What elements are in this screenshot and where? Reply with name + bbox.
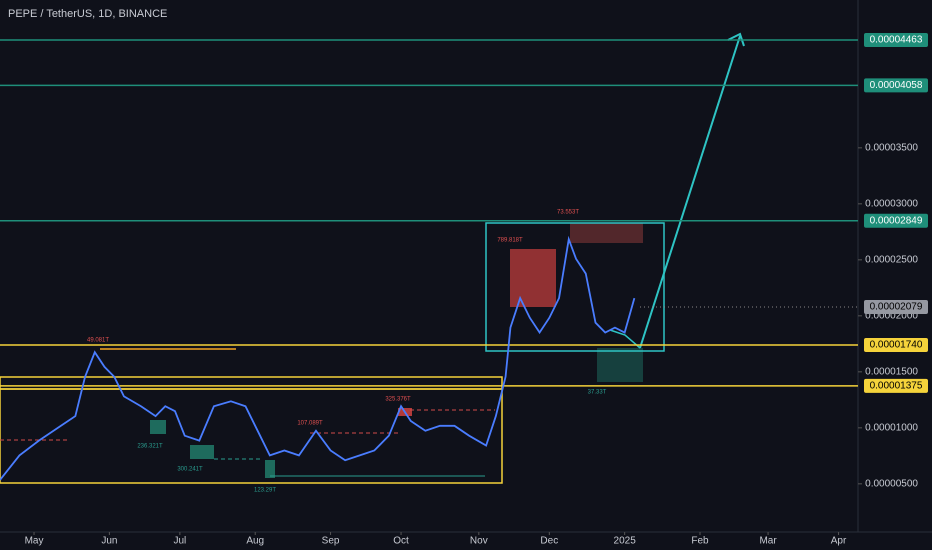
supply-zone — [570, 223, 643, 243]
level-badge — [864, 213, 928, 228]
range-box — [0, 388, 503, 484]
annotation: 49.081T — [87, 338, 109, 344]
consolidation-box — [485, 222, 665, 352]
x-tick-label: Sep — [322, 536, 340, 547]
y-tick-label: 0.00003000 — [865, 198, 918, 209]
y-tick-label: 0.00002500 — [865, 254, 918, 265]
annotation: 123.29T — [254, 488, 276, 494]
level-label: 0.00002849 — [870, 215, 923, 226]
x-tick-label: Jun — [101, 536, 117, 547]
annotation: 107.089T — [297, 421, 323, 427]
annotation: 73.553T — [557, 210, 579, 216]
annotation: 236.321T — [137, 444, 163, 450]
x-tick-label: Oct — [393, 536, 409, 547]
y-tick-label: 0.00002000 — [865, 310, 918, 321]
demand-zone — [265, 460, 275, 478]
projection-path — [609, 329, 641, 349]
x-tick-label: Mar — [759, 536, 777, 547]
projection-arrow — [639, 35, 741, 349]
x-tick-label: 2025 — [614, 536, 637, 547]
x-tick-label: May — [25, 536, 44, 547]
level-label: 0.00004058 — [870, 80, 923, 91]
level-badge — [864, 337, 928, 352]
x-tick-label: Nov — [470, 536, 488, 547]
x-tick-label: Feb — [691, 536, 709, 547]
last-price-label: 0.00002079 — [870, 302, 923, 313]
y-tick-label: 0.00003500 — [865, 142, 918, 153]
chart-title: PEPE / TetherUS, 1D, BINANCE — [8, 8, 167, 20]
demand-zone — [190, 445, 214, 459]
demand-zone — [150, 420, 166, 434]
y-tick-label: 0.00000500 — [865, 478, 918, 489]
last-price-badge — [864, 299, 928, 314]
y-tick-label: 0.00001000 — [865, 422, 918, 433]
y-tick-label: 0.00001500 — [865, 366, 918, 377]
arrow-head — [727, 32, 745, 47]
supply-zone — [510, 249, 556, 307]
level-badge — [864, 78, 928, 93]
level-badge — [864, 32, 928, 47]
x-tick-label: Dec — [540, 536, 558, 547]
level-label: 0.00001375 — [870, 380, 923, 391]
annotation: 300.241T — [177, 467, 203, 473]
annotation: 325.376T — [385, 397, 411, 403]
level-label: 0.00001740 — [870, 340, 923, 351]
annotation: 37.33T — [588, 390, 607, 396]
x-tick-label: Jul — [173, 536, 186, 547]
level-badge — [864, 378, 928, 393]
price-line — [0, 235, 636, 481]
x-tick-label: Apr — [831, 536, 847, 547]
drawings — [0, 32, 745, 484]
level-label: 0.00004463 — [870, 35, 923, 46]
x-tick-label: Aug — [246, 536, 264, 547]
demand-zone — [597, 348, 643, 382]
annotation: 789.818T — [497, 238, 523, 244]
